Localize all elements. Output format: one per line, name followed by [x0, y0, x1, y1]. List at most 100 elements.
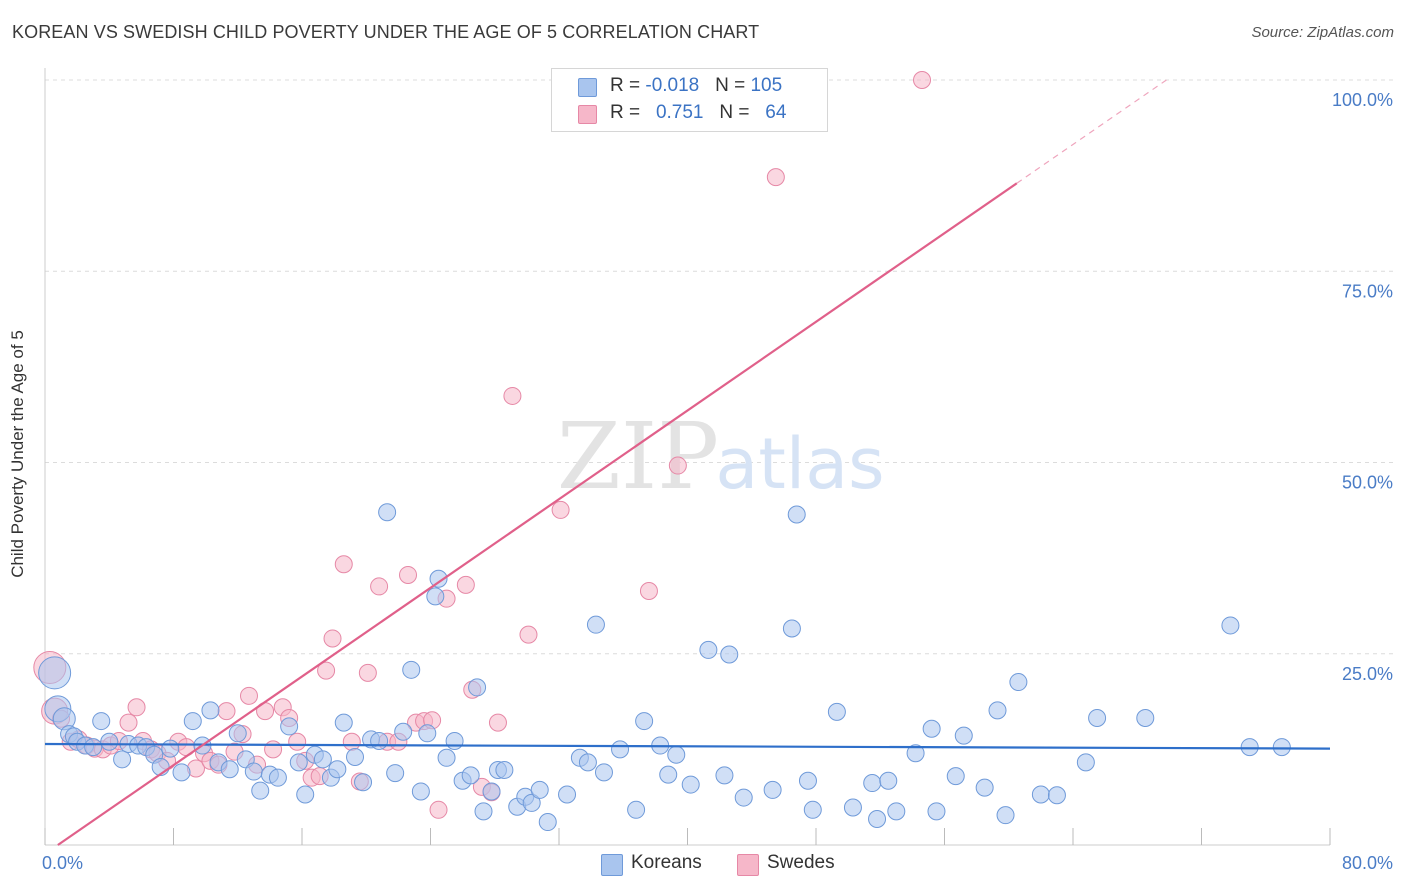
- koreans-point: [251, 781, 270, 800]
- koreans-point: [988, 701, 1007, 720]
- tick-labels: 25.0% 50.0% 75.0% 100.0% 0.0% 80.0%: [42, 90, 1393, 873]
- koreans-point: [386, 764, 405, 783]
- koreans-point: [538, 813, 557, 832]
- koreans-point: [38, 656, 72, 690]
- grid-lines: [45, 79, 1394, 655]
- koreans-point: [946, 767, 965, 786]
- swedes-point: [551, 500, 570, 519]
- swedes-trend-line: [57, 182, 1018, 846]
- series-label-swedes: Swedes: [767, 852, 835, 873]
- y-tick-label: 75.0%: [1342, 281, 1393, 301]
- koreans-point: [720, 645, 739, 664]
- koreans-point: [334, 713, 353, 732]
- koreans-point: [1076, 753, 1095, 772]
- koreans-point: [1009, 673, 1028, 692]
- koreans-point: [92, 712, 111, 731]
- koreans-point: [328, 760, 347, 779]
- koreans-trend-line: [44, 742, 1331, 750]
- koreans-point: [1047, 786, 1066, 805]
- swedes-point: [264, 740, 283, 759]
- legend-swatch-koreans: [578, 78, 597, 97]
- koreans-point: [868, 809, 887, 828]
- swedes-trend-extension: [1016, 79, 1167, 184]
- koreans-point: [113, 750, 132, 769]
- koreans-point: [782, 619, 801, 638]
- koreans-point: [183, 712, 202, 731]
- legend-n-value-swedes: 64: [765, 102, 787, 123]
- koreans-point: [495, 761, 514, 780]
- koreans-point: [437, 748, 456, 767]
- koreans-point: [927, 802, 946, 821]
- koreans-point: [558, 785, 577, 804]
- koreans-point: [418, 724, 437, 743]
- legend-n-label: N =: [715, 75, 751, 96]
- swedes-point: [342, 732, 361, 751]
- koreans-point: [411, 782, 430, 801]
- koreans-point: [922, 719, 941, 738]
- koreans-point: [172, 763, 191, 782]
- koreans-point: [1240, 738, 1259, 757]
- swedes-point: [239, 686, 258, 705]
- swedes-point: [429, 800, 448, 819]
- koreans-point: [667, 745, 686, 764]
- watermark-atlas: atlas: [715, 423, 884, 505]
- swedes-point: [399, 565, 418, 584]
- koreans-point: [244, 762, 263, 781]
- koreans-point: [1136, 709, 1155, 728]
- swedes-point: [519, 625, 538, 644]
- koreans-point: [879, 771, 898, 790]
- swedes-point: [317, 661, 336, 680]
- legend-n-value-koreans: 105: [750, 75, 783, 96]
- legend-r-value-swedes: 0.751: [655, 102, 704, 123]
- koreans-point: [659, 765, 678, 784]
- koreans-point: [100, 732, 119, 751]
- swedes-point: [639, 582, 658, 601]
- koreans-point: [803, 800, 822, 819]
- y-tick-label: 100.0%: [1332, 90, 1393, 110]
- swedes-point: [334, 555, 353, 574]
- swedes-point: [668, 456, 687, 475]
- legend-r-label: R =: [610, 102, 646, 123]
- swedes-point: [288, 732, 307, 751]
- koreans-point: [906, 744, 925, 763]
- koreans-point: [280, 717, 299, 736]
- y-tick-label: 50.0%: [1342, 473, 1393, 493]
- koreans-point: [228, 724, 247, 743]
- koreans-point: [1031, 785, 1050, 804]
- koreans-point: [734, 788, 753, 807]
- koreans-point: [402, 660, 421, 679]
- stats-legend: R = -0.018 N = 105 R = 0.751 N = 64: [551, 68, 828, 132]
- koreans-point: [474, 802, 493, 821]
- legend-swatch-swedes: [578, 105, 597, 124]
- legend-r-label: R =: [610, 75, 646, 96]
- koreans-point: [296, 785, 315, 804]
- koreans-point: [426, 587, 445, 606]
- swedes-point: [766, 168, 785, 187]
- legend-n-label: N =: [719, 102, 755, 123]
- koreans-point: [699, 640, 718, 659]
- koreans-point: [827, 702, 846, 721]
- x-tick-label: 0.0%: [42, 853, 83, 873]
- koreans-point: [635, 712, 654, 731]
- koreans-point: [378, 503, 397, 522]
- swedes-point: [456, 575, 475, 594]
- koreans-point: [586, 615, 605, 634]
- koreans-point: [627, 800, 646, 819]
- series-swatch-koreans: [601, 854, 623, 876]
- swedes-point: [488, 713, 507, 732]
- koreans-point: [681, 775, 700, 794]
- koreans-point: [522, 793, 541, 812]
- koreans-point: [975, 778, 994, 797]
- koreans-point: [313, 750, 332, 769]
- swedes-point: [127, 698, 146, 717]
- legend-r-value-koreans: -0.018: [645, 75, 700, 96]
- koreans-point: [763, 780, 782, 799]
- koreans-point: [611, 740, 630, 759]
- koreans-point: [161, 739, 180, 758]
- koreans-point: [954, 726, 973, 745]
- trend-lines: [44, 79, 1331, 846]
- x-tick-label: 80.0%: [1342, 853, 1393, 873]
- source-credit: Source: ZipAtlas.com: [1251, 24, 1394, 41]
- koreans-point: [1088, 709, 1107, 728]
